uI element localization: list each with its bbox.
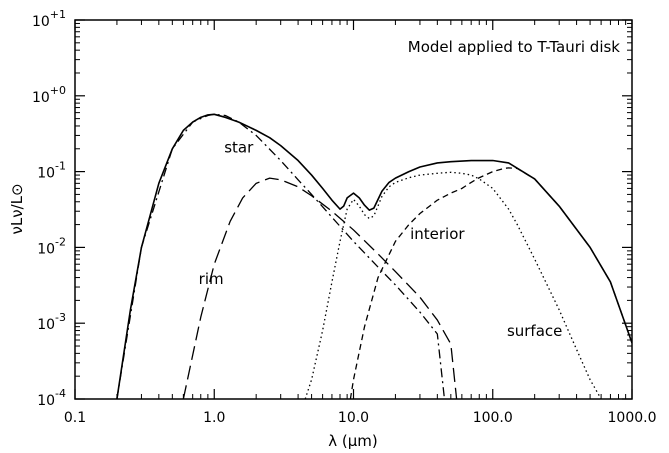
x-tick-label: 0.1: [64, 410, 86, 426]
chart-annotation: Model applied to T-Tauri disk: [408, 38, 621, 56]
plot-frame: [74, 19, 633, 400]
y-tick-label: 10-1: [37, 160, 66, 182]
curve-label-rim: rim: [199, 270, 224, 288]
y-axis-title: νLν/L⊙: [8, 183, 26, 234]
axis-ticks: 0.1 1.0 10.0 100.0 1000.0 10-4 10-3 10-2 10-1 10+…: [32, 8, 657, 426]
series-line-star: [116, 113, 446, 399]
curve-label-interior: interior: [410, 225, 465, 243]
curve-labels: star rim interior surface: [199, 138, 563, 340]
series-line-surface: [304, 171, 602, 399]
y-tick-label: 10+1: [32, 8, 66, 30]
curve-label-surface: surface: [507, 322, 562, 340]
series-line-rim: [182, 177, 458, 399]
series-layer: [116, 113, 632, 399]
curve-label-star: star: [224, 138, 254, 156]
x-tick-label: 10.0: [338, 410, 369, 426]
x-tick-label: 1.0: [203, 410, 225, 426]
y-tick-label: 10+0: [32, 84, 66, 106]
x-tick-label: 1000.0: [608, 410, 657, 426]
y-tick-label: 10-3: [37, 311, 66, 333]
series-line-interior: [349, 167, 632, 399]
y-tick-label: 10-2: [37, 235, 66, 257]
x-tick-label: 100.0: [473, 410, 513, 426]
x-axis-title: λ (μm): [328, 432, 378, 450]
y-tick-label: 10-4: [37, 387, 66, 409]
series-line-total: [116, 113, 632, 399]
